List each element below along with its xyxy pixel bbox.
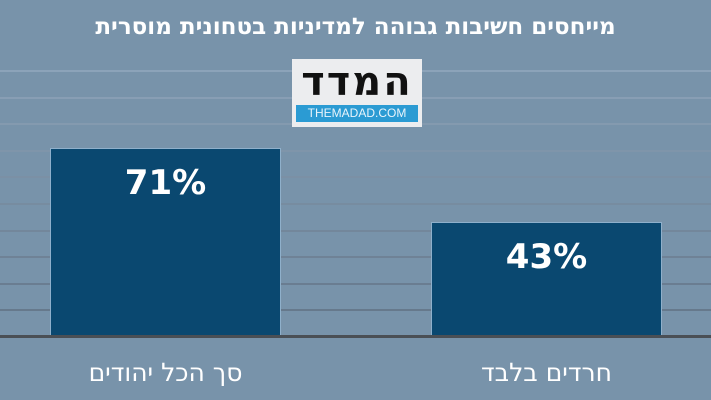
gridline bbox=[0, 150, 711, 152]
chart-title: מייחסים חשיבות גבוהה למדיניות בטחונית מו… bbox=[95, 14, 616, 40]
category-label-haredim-only: חרדים בלבד bbox=[481, 358, 612, 387]
gridline bbox=[0, 203, 711, 205]
gridline bbox=[0, 176, 711, 178]
logo: המדד THEMADAD.COM bbox=[292, 59, 422, 127]
bar-value-label: 43% bbox=[505, 237, 588, 277]
bar-haredim-only: 43% bbox=[431, 222, 662, 336]
gridline bbox=[0, 230, 711, 232]
x-axis-baseline bbox=[0, 335, 711, 338]
gridline bbox=[0, 309, 711, 311]
category-label-total-jews: סך הכל יהודים bbox=[88, 358, 243, 387]
bar-total-jews: 71% bbox=[50, 148, 281, 336]
logo-hebrew-text: המדד bbox=[301, 59, 413, 105]
bar-value-label: 71% bbox=[124, 163, 207, 203]
logo-url-strip: THEMADAD.COM bbox=[296, 105, 418, 122]
gridline bbox=[0, 283, 711, 285]
gridline bbox=[0, 256, 711, 258]
